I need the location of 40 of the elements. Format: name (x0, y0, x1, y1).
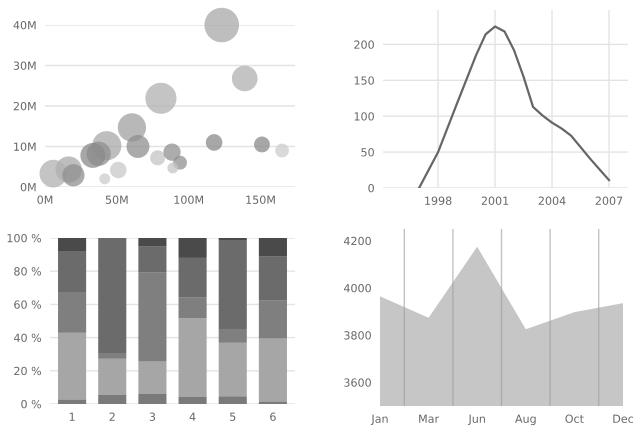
x-tick-label: Jan (370, 414, 388, 425)
x-tick-label: 2 (110, 412, 115, 421)
y-tick-label: 40M (13, 20, 36, 30)
x-tick-label: Mar (419, 414, 440, 423)
y-tick-label: 3600 (344, 378, 371, 387)
y-tick-label: 3800 (344, 331, 371, 340)
x-tick-label: 100M (174, 196, 203, 204)
x-tick-label: Oct (565, 414, 584, 423)
y-tick-label: 0 % (21, 400, 42, 408)
y-tick-label: 100 % (8, 234, 42, 242)
y-tick-label: 100 (354, 112, 374, 121)
x-tick-label: 1998 (425, 196, 452, 205)
y-tick-label: 4200 (344, 236, 371, 246)
y-tick-label: 150 (354, 76, 374, 85)
x-tick-label: Aug (515, 414, 536, 426)
y-tick-label: 20M (14, 102, 36, 110)
x-tick-label: 0M (37, 196, 52, 204)
y-tick-label: 10M (14, 142, 36, 151)
y-tick-label: 80 % (14, 267, 42, 276)
y-tick-label: 0M (20, 182, 36, 192)
x-tick-label: 150M (246, 196, 275, 204)
x-tick-label: 5 (230, 412, 236, 421)
y-tick-label: 0 (368, 184, 374, 192)
x-tick-label: Dec (613, 414, 634, 423)
x-tick-label: 2004 (538, 196, 566, 205)
y-tick-label: 40 % (14, 334, 42, 342)
x-tick-label: 2001 (482, 196, 508, 205)
x-tick-label: 1 (70, 412, 75, 421)
y-tick-label: 60 % (14, 300, 42, 309)
x-tick-label: 2007 (596, 196, 622, 205)
y-tick-label: 200 (354, 40, 374, 49)
x-tick-label: 4 (190, 412, 196, 421)
y-tick-label: 4000 (344, 284, 371, 292)
y-tick-label: 20 % (14, 366, 42, 376)
y-tick-label: 30M (14, 61, 36, 70)
x-tick-label: Jun (468, 414, 485, 425)
x-tick-label: 3 (150, 412, 156, 421)
x-tick-label: 6 (270, 412, 276, 421)
y-tick-label: 50 (361, 148, 374, 156)
x-tick-label: 50M (106, 196, 128, 204)
